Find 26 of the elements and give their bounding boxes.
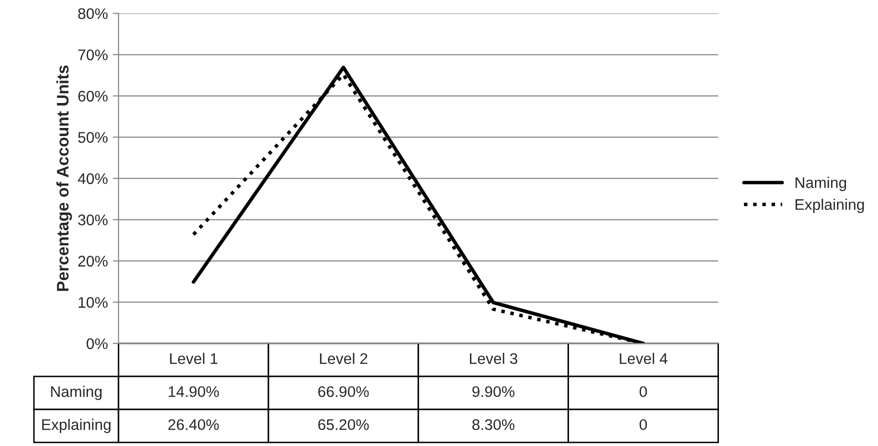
text: Explaining bbox=[42, 418, 110, 434]
legend-label: Naming bbox=[796, 176, 846, 192]
x-tick-label: Level 3 bbox=[470, 352, 518, 364]
y-tick-label: 30% bbox=[78, 214, 108, 226]
x-tick-label: Level 2 bbox=[320, 352, 368, 364]
y-tick-label: 20% bbox=[78, 256, 108, 267]
y-tick-label: 70% bbox=[78, 50, 108, 60]
x-tick-label: Level 4 bbox=[620, 352, 668, 364]
y-tick-label: 40% bbox=[78, 173, 108, 184]
data-label: 0 bbox=[640, 419, 647, 430]
data-label: 65.20% bbox=[318, 419, 369, 430]
legend-label: Explaining bbox=[796, 198, 864, 213]
text: Naming bbox=[51, 386, 102, 400]
y-tick-label: 60% bbox=[78, 90, 108, 102]
data-label: 14.90% bbox=[168, 386, 219, 398]
data-label: 0 bbox=[640, 386, 647, 398]
data-label: 26.40% bbox=[168, 419, 219, 430]
data-label: 66.90% bbox=[318, 386, 369, 398]
y-tick-label: 0% bbox=[86, 338, 108, 350]
y-tick-label: 80% bbox=[78, 8, 108, 20]
y-tick-label: 10% bbox=[78, 297, 108, 308]
y-axis-title: Percentage of Account Units bbox=[56, 65, 72, 291]
y-tick-label: 50% bbox=[78, 132, 108, 143]
data-label: 9.90% bbox=[472, 386, 514, 398]
data-label: 8.30% bbox=[472, 419, 514, 430]
x-tick-label: Level 1 bbox=[170, 352, 218, 364]
